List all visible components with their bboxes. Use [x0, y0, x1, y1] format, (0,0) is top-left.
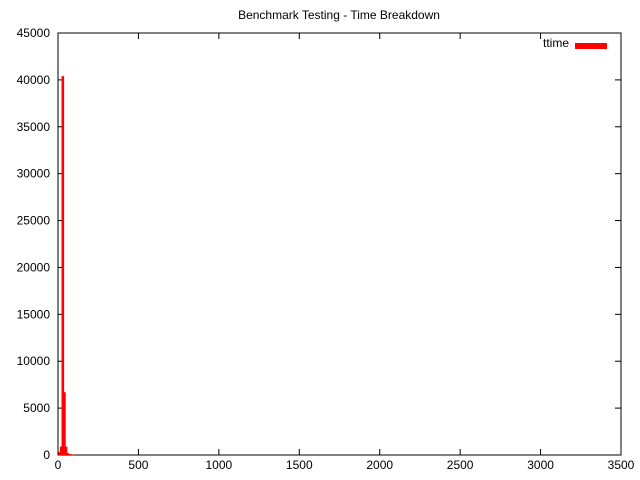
bar — [66, 453, 69, 455]
x-tick-label: 2000 — [366, 458, 393, 472]
y-tick-label: 35000 — [17, 120, 51, 134]
y-tick-label: 20000 — [17, 260, 51, 274]
bar — [61, 76, 65, 455]
y-tick-label: 0 — [43, 448, 50, 462]
x-tick-label: 3500 — [608, 458, 635, 472]
y-tick-label: 25000 — [17, 214, 51, 228]
legend: ttime — [543, 36, 607, 50]
x-tick-label: 1500 — [286, 458, 313, 472]
bar — [64, 446, 68, 455]
bar — [67, 454, 71, 455]
y-tick-label: 30000 — [17, 167, 51, 181]
chart-title: Benchmark Testing - Time Breakdown — [238, 8, 440, 22]
bar — [58, 452, 61, 455]
x-tick-label: 3000 — [527, 458, 554, 472]
y-tick-label: 45000 — [17, 26, 51, 40]
bar — [69, 454, 73, 455]
bar — [59, 446, 63, 455]
plot-frame — [57, 32, 622, 456]
x-tick-label: 1000 — [206, 458, 233, 472]
bar-series — [58, 76, 74, 455]
x-tick-label: 2500 — [447, 458, 474, 472]
y-tick-label: 5000 — [23, 401, 50, 415]
y-tick-label: 40000 — [17, 73, 51, 87]
x-tick-label: 0 — [55, 458, 62, 472]
y-axis: 0 5000 10000 15000 20000 25000 30000 35000 40000… — [17, 26, 621, 462]
y-tick-label: 10000 — [17, 354, 51, 368]
legend-swatch — [575, 43, 607, 49]
legend-label: ttime — [543, 36, 569, 50]
x-axis: 0 500 1000 1500 2000 2500 3000 3500 — [55, 33, 635, 472]
x-tick-label: 500 — [128, 458, 148, 472]
bar — [63, 392, 66, 455]
y-tick-label: 15000 — [17, 307, 51, 321]
